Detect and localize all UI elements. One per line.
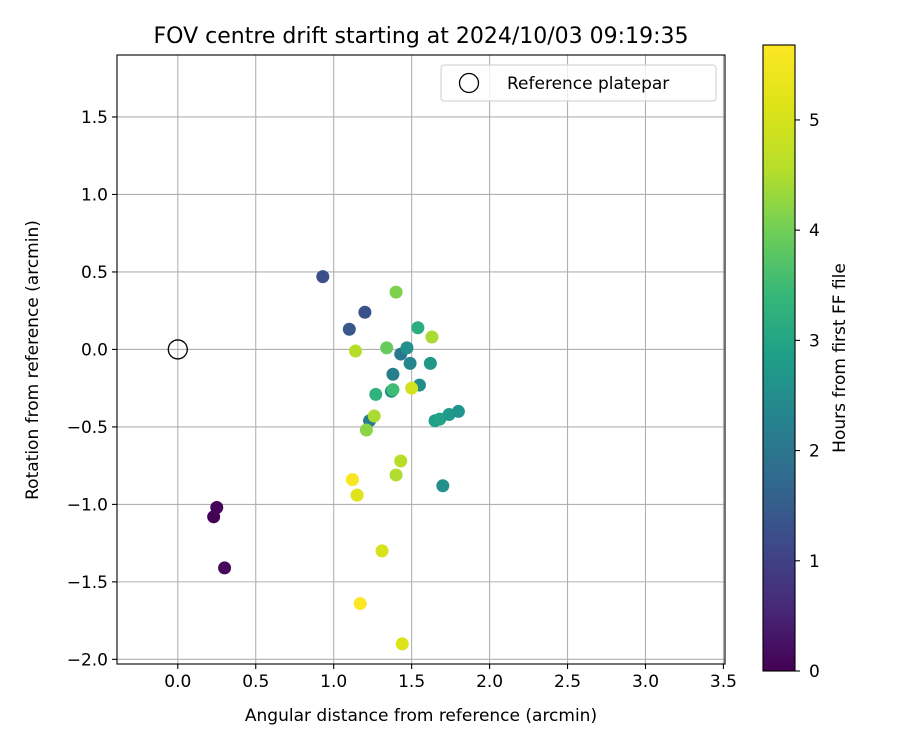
scatter-point <box>405 381 419 395</box>
x-tick-label: 2.5 <box>554 672 581 692</box>
scatter-point <box>353 597 367 611</box>
scatter-point <box>394 454 408 468</box>
y-tick-label: −1.0 <box>67 495 108 515</box>
scatter-point <box>403 356 417 370</box>
colorbar-tick-label: 0 <box>809 662 820 682</box>
legend-marker-open-circle <box>458 72 480 94</box>
scatter-point <box>342 322 356 336</box>
colorbar-label: Hours from first FF file <box>830 263 850 453</box>
y-axis-label: Rotation from reference (arcmin) <box>23 220 43 500</box>
axis-ticks: 0.0 0.5 1.0 1.5 2.0 2.5 3.0 3.5 −2.0 −1.5 −1.0 −0.5… <box>67 108 737 692</box>
legend-frame <box>440 64 717 102</box>
x-tick-label: 1.0 <box>320 672 347 692</box>
scatter-point <box>359 423 373 437</box>
x-tick-label: 2.0 <box>476 672 503 692</box>
scatter-point <box>316 270 330 284</box>
scatter-point <box>425 330 439 344</box>
scatter-point <box>389 285 403 299</box>
legend-label-reference: Reference platepar <box>507 74 669 94</box>
x-tick-label: 1.5 <box>398 672 425 692</box>
scatter-point <box>436 479 450 493</box>
y-tick-label: −2.0 <box>67 650 108 670</box>
scatter-point <box>386 367 400 381</box>
scatter-point <box>400 341 414 355</box>
x-tick-label: 3.5 <box>710 672 737 692</box>
colorbar-tick-label: 1 <box>809 552 820 572</box>
colorbar-gradient <box>763 45 795 671</box>
chart-title: FOV centre drift starting at 2024/10/03 … <box>154 24 689 49</box>
y-tick-label: 1.5 <box>81 108 108 128</box>
plot-frame <box>116 54 726 665</box>
scatter-point <box>380 341 394 355</box>
scatter-point <box>218 561 232 575</box>
scatter-point <box>386 383 400 397</box>
scatter-point <box>375 544 389 558</box>
scatter-point <box>345 473 359 487</box>
x-tick-label: 3.0 <box>632 672 659 692</box>
scatter-point <box>358 305 372 319</box>
y-tick-label: 0.5 <box>81 263 108 283</box>
y-tick-label: 1.0 <box>81 185 108 205</box>
x-axis-label: Angular distance from reference (arcmin) <box>245 706 597 726</box>
scatter-points <box>207 270 465 651</box>
y-tick-label: −0.5 <box>67 418 108 438</box>
colorbar-ticks: 0 1 2 3 4 5 <box>795 111 820 682</box>
scatter-point <box>389 468 403 482</box>
colorbar-frame <box>762 44 796 672</box>
reference-platepar-marker <box>167 339 188 360</box>
scatter-point <box>350 488 364 502</box>
scatter-point <box>423 356 437 370</box>
colorbar-tick-label: 4 <box>809 221 820 241</box>
colorbar-tick-label: 5 <box>809 111 820 131</box>
scatter-point <box>349 344 363 358</box>
plot-area: 0.0 0.5 1.0 1.5 2.0 2.5 3.0 3.5 −2.0 −1.5 −1.0 −0.5… <box>67 54 737 692</box>
scatter-point <box>210 500 224 514</box>
y-tick-label: −1.5 <box>67 573 108 593</box>
scatter-point <box>411 321 425 335</box>
colorbar: 0 1 2 3 4 5 Hours from first FF file <box>762 44 850 682</box>
scatter-point <box>451 404 465 418</box>
y-tick-label: 0.0 <box>81 340 108 360</box>
scatter-point <box>367 409 381 423</box>
reference-layer <box>167 339 188 360</box>
scatter-point <box>395 637 409 651</box>
x-tick-label: 0.5 <box>242 672 269 692</box>
grid-lines <box>117 55 725 664</box>
scatter-point <box>369 387 383 401</box>
legend: Reference platepar <box>440 64 717 102</box>
x-tick-label: 0.0 <box>164 672 191 692</box>
colorbar-tick-label: 2 <box>809 442 820 462</box>
colorbar-tick-label: 3 <box>809 331 820 351</box>
